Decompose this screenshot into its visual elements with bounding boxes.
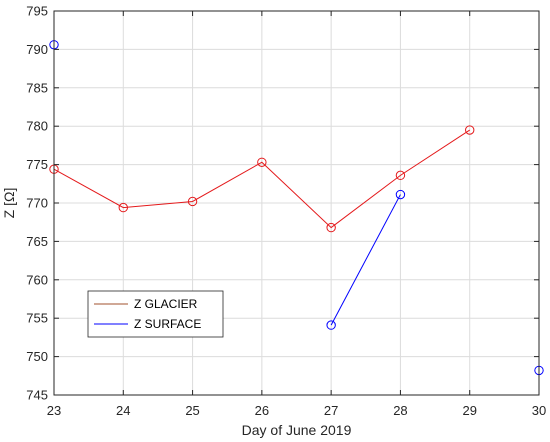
- y-tick-label: 780: [26, 119, 48, 134]
- y-tick-label: 745: [26, 388, 48, 403]
- data-point-z-glacier: [326, 222, 336, 233]
- y-tick-label: 790: [26, 42, 48, 57]
- axis-ticks: 23 24 25 26 27 28 29 30 745 750 755 760 765 770 775 780…: [26, 4, 546, 419]
- x-tick-label: 28: [393, 403, 407, 418]
- series-line-z-glacier: [53, 129, 470, 229]
- y-axis-label: Z [Ω]: [1, 188, 17, 219]
- y-tick-label: 765: [26, 234, 48, 249]
- x-tick-label: 25: [185, 403, 199, 418]
- legend-box: [87, 290, 224, 338]
- data-series: [49, 40, 544, 376]
- legend-label-glacier: Z GLACIER: [134, 297, 198, 311]
- x-tick-label: 27: [324, 403, 338, 418]
- series-line-z-surface: [330, 194, 401, 326]
- y-tick-label: 750: [26, 349, 48, 364]
- data-point-z-glacier: [465, 125, 475, 135]
- data-point-z-surface: [395, 189, 406, 200]
- x-tick-label: 24: [116, 403, 130, 418]
- y-tick-label: 755: [26, 311, 48, 326]
- y-tick-label: 785: [26, 80, 48, 95]
- y-tick-label: 760: [26, 272, 48, 287]
- legend-label-surface: Z SURFACE: [134, 317, 201, 331]
- x-axis-label: Day of June 2019: [242, 422, 352, 438]
- legend: Z GLACIER Z SURFACE: [87, 290, 224, 338]
- data-point-z-surface: [326, 320, 336, 330]
- y-tick-label: 770: [26, 196, 48, 211]
- x-tick-label: 30: [532, 403, 546, 418]
- data-point-z-glacier: [257, 157, 267, 167]
- data-point-z-glacier: [118, 202, 128, 213]
- data-point-z-glacier: [395, 170, 406, 181]
- data-point-z-glacier: [187, 196, 198, 207]
- x-tick-label: 23: [47, 403, 61, 418]
- y-tick-label: 795: [26, 4, 48, 19]
- x-tick-label: 29: [462, 403, 476, 418]
- y-tick-label: 775: [26, 157, 48, 172]
- x-tick-label: 26: [255, 403, 269, 418]
